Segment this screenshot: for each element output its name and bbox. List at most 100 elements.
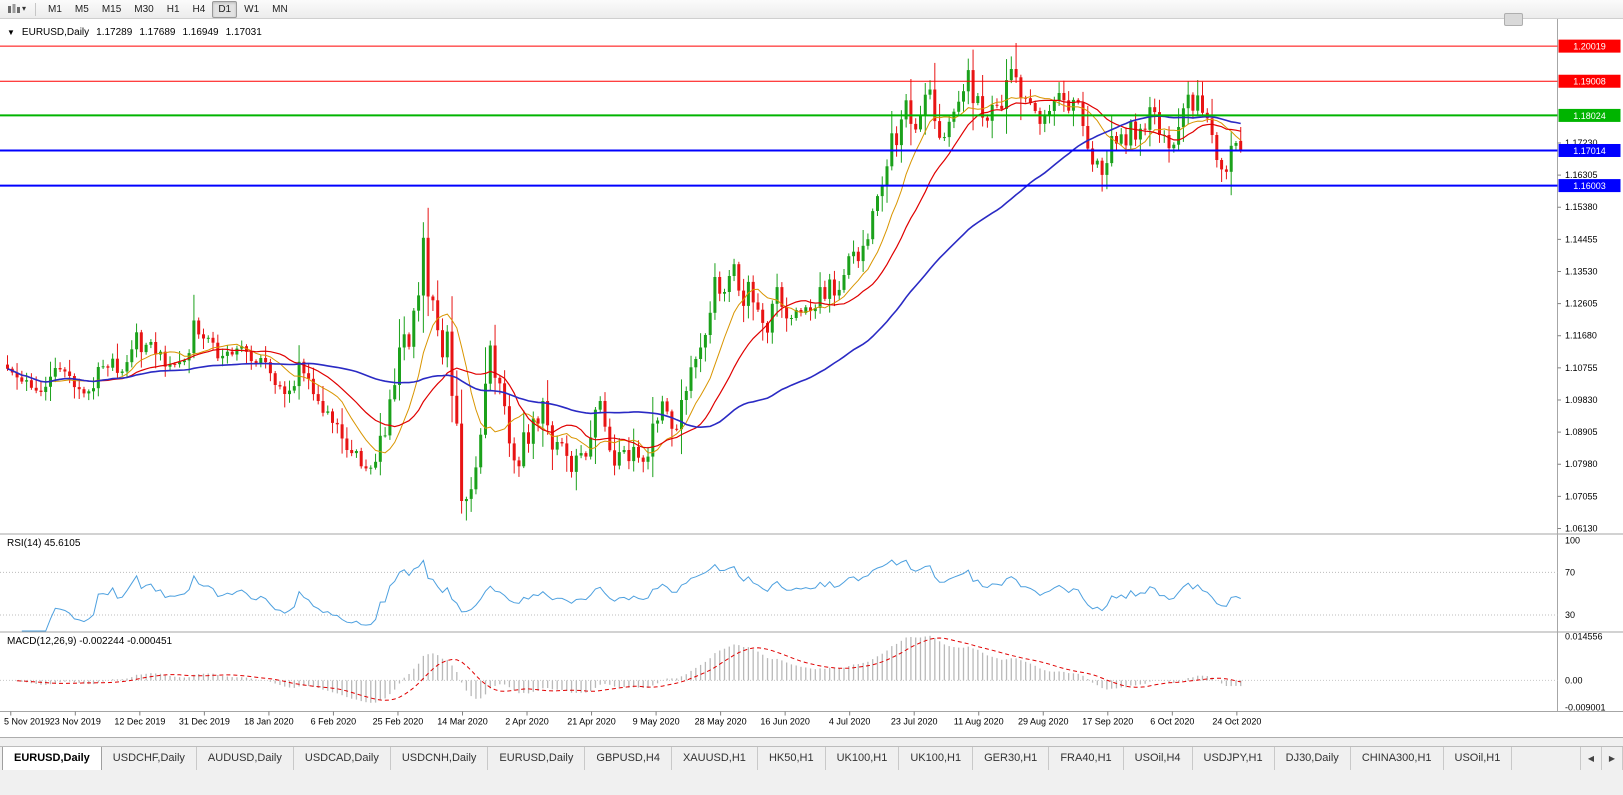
chart-tab-usdchf-daily[interactable]: USDCHF,Daily <box>102 747 197 770</box>
price-line-badge-label: 1.16003 <box>1573 181 1606 191</box>
price-line-badge <box>1558 108 1621 122</box>
chart-tab-usdcnh-daily[interactable]: USDCNH,Daily <box>391 747 489 770</box>
timeframe-button-m30[interactable]: M30 <box>134 3 154 15</box>
rsi-axis-label: 100 <box>1565 535 1580 545</box>
chart-tab-uk100-h1[interactable]: UK100,H1 <box>899 747 974 770</box>
ma-20-line <box>7 99 1241 449</box>
date-label: 28 May 2020 <box>695 717 747 727</box>
chart-tab-eurusd-daily[interactable]: EURUSD,Daily <box>488 747 586 770</box>
rsi-line <box>21 559 1241 632</box>
price-tick-label: 1.16305 <box>1565 170 1598 180</box>
price-tick-label: 1.11680 <box>1565 331 1597 341</box>
chart-tab-fra40-h1[interactable]: FRA40,H1 <box>1049 747 1124 770</box>
date-label: 21 Apr 2020 <box>567 717 616 727</box>
price-line-badge <box>1558 74 1621 88</box>
date-label: 11 Aug 2020 <box>954 717 1004 727</box>
chart-tab-usdjpy-h1[interactable]: USDJPY,H1 <box>1193 747 1275 770</box>
macd-histogram <box>11 635 1242 703</box>
rsi-axis-label: 30 <box>1565 610 1575 620</box>
macd-name: MACD(12,26,9) <box>7 636 77 647</box>
timeframe-button-m5[interactable]: M5 <box>74 3 89 15</box>
chart-tab-ger30-h1[interactable]: GER30,H1 <box>973 747 1050 770</box>
chart-tab-uk100-h1[interactable]: UK100,H1 <box>826 747 900 770</box>
chart-tab-bar: EURUSD,Daily USDCHF,Daily AUDUSD,Daily USDC… <box>0 746 1623 770</box>
price-line-badge <box>1558 179 1621 193</box>
rsi-axis-label: 70 <box>1565 567 1575 577</box>
date-label: 23 Jul 2020 <box>891 717 938 727</box>
chart-tab-gbpusd-h4[interactable]: GBPUSD,H4 <box>585 747 672 770</box>
price-tick-label: 1.15380 <box>1565 202 1598 212</box>
price-tick-label: 1.12605 <box>1565 299 1598 309</box>
ma-55-line <box>7 115 1241 429</box>
price-tick-label: 1.09830 <box>1565 395 1598 405</box>
expand-triangle-icon[interactable]: ▼ <box>7 28 15 37</box>
timeframe-button-w1[interactable]: W1 <box>244 3 260 15</box>
tabs-scroll-left-button[interactable]: ◀ <box>1581 747 1602 770</box>
price-tick-label: 1.14455 <box>1565 234 1598 244</box>
date-label: 12 Dec 2019 <box>114 717 165 727</box>
price-line-badge-label: 1.19008 <box>1573 77 1606 87</box>
chevron-down-icon: ▾ <box>22 4 27 13</box>
date-label: 6 Oct 2020 <box>1150 717 1194 727</box>
price-line-badge-label: 1.17014 <box>1573 146 1606 156</box>
date-label: 24 Oct 2020 <box>1212 717 1261 727</box>
date-label: 29 Aug 2020 <box>1018 717 1069 727</box>
tab-scroll-arrows: ◀ ▶ <box>1580 747 1623 770</box>
candlestick-chart-icon <box>8 4 20 13</box>
date-label: 9 May 2020 <box>633 717 680 727</box>
chart-tab-usoil-h4[interactable]: USOil,H4 <box>1124 747 1193 770</box>
chart-tab-xauusd-h1[interactable]: XAUUSD,H1 <box>672 747 758 770</box>
price-line-badge <box>1558 39 1621 53</box>
date-label: 25 Feb 2020 <box>373 717 424 727</box>
price-line-badge-label: 1.20019 <box>1573 42 1606 52</box>
price-tick-label: 1.08905 <box>1565 427 1598 437</box>
ma-10-line <box>7 95 1242 454</box>
price-line-badge <box>1558 143 1621 157</box>
price-tick-label: 1.07055 <box>1565 491 1598 501</box>
price-tick-label: 1.06130 <box>1565 523 1598 533</box>
chart-type-button[interactable]: ▾ <box>4 2 29 16</box>
macd-indicator-label: MACD(12,26,9) -0.002244 -0.000451 <box>7 636 172 647</box>
chart-tab-eurusd-daily[interactable]: EURUSD,Daily <box>2 747 102 770</box>
macd-values: -0.002244 -0.000451 <box>79 636 173 647</box>
price-tick-label: 1.17230 <box>1565 138 1598 148</box>
macd-axis-label: -0.009001 <box>1565 702 1606 712</box>
timeframe-button-m1[interactable]: M1 <box>48 3 62 15</box>
timeframe-button-h4[interactable]: H4 <box>192 3 206 15</box>
timeframe-buttons: M1 M5 M15 M30 H1 H4 D1 W1 MN <box>42 0 294 18</box>
ohlc-info-line: ▼ EURUSD,Daily 1.17289 1.17689 1.16949 1… <box>7 27 262 38</box>
date-label: 23 Nov 2019 <box>50 717 101 727</box>
date-label: 31 Dec 2019 <box>179 717 230 727</box>
toolbar-separator <box>35 2 37 16</box>
chart-tab-hk50-h1[interactable]: HK50,H1 <box>758 747 826 770</box>
tabs-scroll-right-button[interactable]: ▶ <box>1602 747 1623 770</box>
timeframe-button-h1[interactable]: H1 <box>166 3 180 15</box>
top-toolbar: ▾ M1 M5 M15 M30 H1 H4 D1 W1 MN <box>0 0 1623 19</box>
chart-tab-dj30-daily[interactable]: DJ30,Daily <box>1275 747 1351 770</box>
rsi-indicator-label: RSI(14) 45.6105 <box>7 538 80 549</box>
chart-tab-usdcad-daily[interactable]: USDCAD,Daily <box>294 747 391 770</box>
macd-axis-label: 0.014556 <box>1565 632 1603 642</box>
chart-scrollbar-thumb[interactable] <box>1504 13 1523 26</box>
close-value: 1.17031 <box>225 27 262 38</box>
date-label: 5 Nov 2019 <box>4 717 50 727</box>
timeframe-button-mn[interactable]: MN <box>272 3 288 15</box>
rsi-value: 45.6105 <box>44 538 81 549</box>
timeframe-button-m15[interactable]: M15 <box>101 3 122 15</box>
macd-signal-line <box>17 637 1241 701</box>
symbol-period-label: EURUSD,Daily <box>21 27 90 38</box>
date-label: 16 Jun 2020 <box>760 717 810 727</box>
chart-tabs: EURUSD,Daily USDCHF,Daily AUDUSD,Daily USDC… <box>0 747 1580 770</box>
chart-canvas[interactable]: 1.17230 1.16305 1.15380 1.14455 1.13530 1.126… <box>0 19 1623 738</box>
timeframe-button-d1[interactable]: D1 <box>212 0 238 18</box>
price-tick-label: 1.07980 <box>1565 459 1598 469</box>
chart-tab-china300-h1[interactable]: CHINA300,H1 <box>1351 747 1444 770</box>
date-label: 14 Mar 2020 <box>437 717 488 727</box>
date-label: 4 Jul 2020 <box>829 717 871 727</box>
price-tick-label: 1.10755 <box>1565 363 1598 373</box>
chart-tab-audusd-daily[interactable]: AUDUSD,Daily <box>197 747 294 770</box>
date-label: 2 Apr 2020 <box>505 717 549 727</box>
chart-tab-usoil-h1[interactable]: USOil,H1 <box>1444 747 1513 770</box>
chart-window[interactable]: 1.17230 1.16305 1.15380 1.14455 1.13530 1.126… <box>0 19 1623 738</box>
